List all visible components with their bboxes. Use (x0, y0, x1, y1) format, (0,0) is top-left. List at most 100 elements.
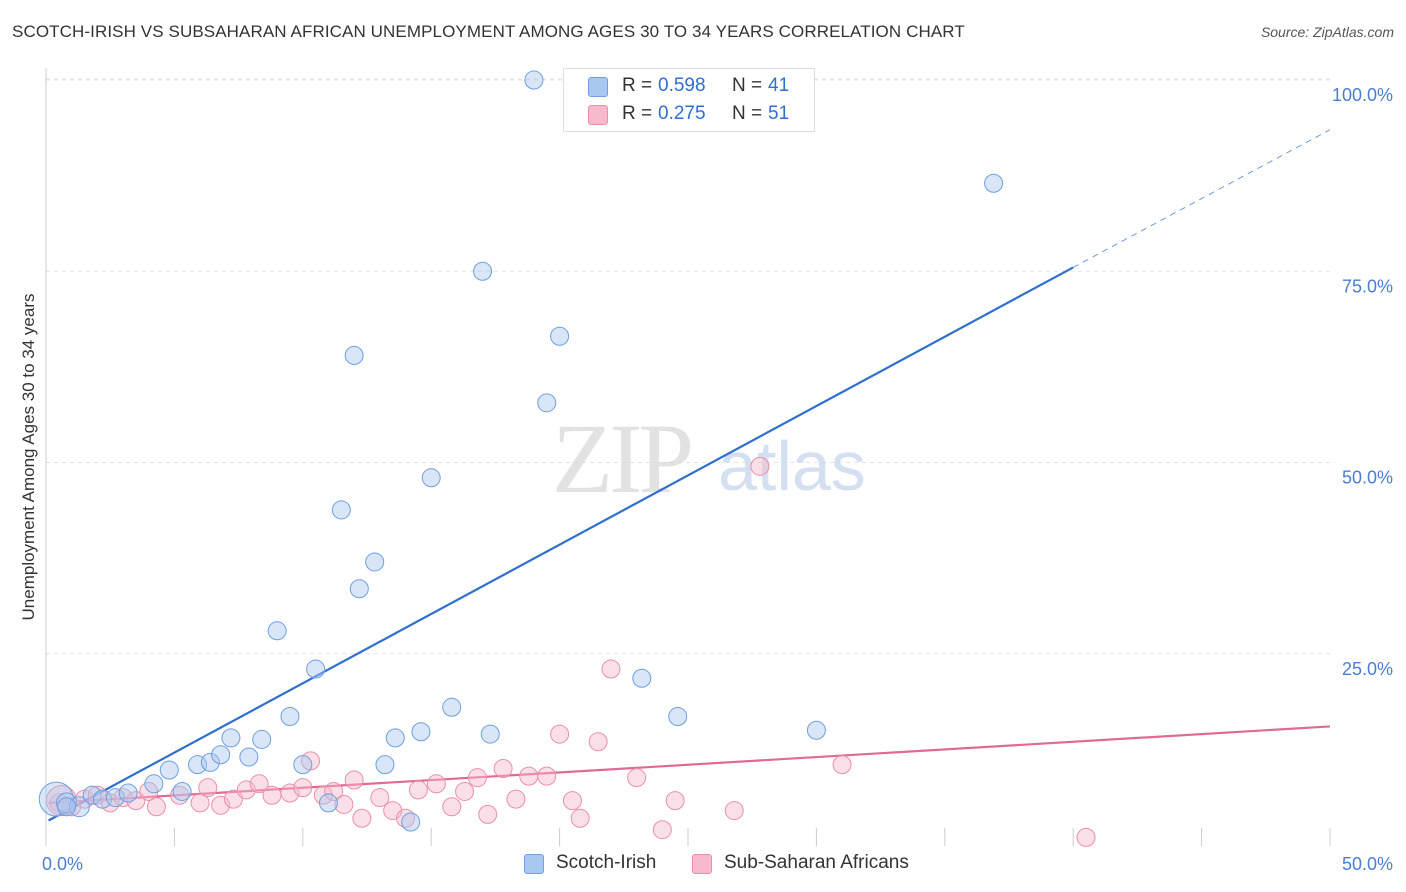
subsaharan-point (455, 781, 475, 801)
scotch-irish-point (239, 747, 259, 767)
subsaharan-point (396, 808, 416, 828)
scotch-irish-point (118, 783, 138, 803)
subsaharan-point (724, 801, 744, 821)
subsaharan-point (506, 789, 526, 809)
subsaharan-point (198, 778, 218, 798)
r-value: 0.275 (658, 103, 706, 124)
scotch-irish-point (293, 755, 313, 775)
n-label: N = (732, 103, 763, 124)
n-label: N = (732, 75, 763, 96)
scotch-irish-point (280, 706, 300, 726)
bottom-legend-swatch (692, 854, 712, 874)
bottom-legend-label: Scotch-Irish (556, 852, 657, 873)
subsaharan-point (223, 789, 243, 809)
tick-labels: 25.0% 50.0% 75.0% 100.0% 0.0% 50.0% (42, 85, 1393, 874)
scotch-irish-point (252, 729, 272, 749)
subsaharan-point (324, 781, 344, 801)
subsaharan-point (493, 759, 513, 778)
correlation-legend: R = 0.598 N = 41 R = 0.275 N = 51 (563, 68, 815, 132)
scotch-irish-point (331, 500, 351, 520)
x-tick-label: 0.0% (42, 854, 83, 874)
subsaharan-point (334, 794, 354, 814)
subsaharan-point (627, 768, 647, 788)
scotch-irish-point (537, 393, 557, 413)
scotch-irish-point (82, 785, 102, 805)
legend-swatch-subsaharan (588, 105, 608, 125)
scotch-irish-point (306, 659, 326, 679)
scotch-irish-point (668, 706, 688, 726)
subsaharan-point (550, 724, 570, 744)
subsaharan-point (280, 783, 300, 803)
scotch-irish-point (349, 579, 369, 599)
watermark: ZIP atlas (552, 403, 866, 514)
scotch-irish-point (144, 774, 164, 794)
subsaharan-point (467, 768, 487, 788)
subsaharan-point (146, 797, 166, 817)
subsaharan-point (519, 766, 539, 786)
y-tick-label: 50.0% (1342, 468, 1393, 488)
subsaharan-point (126, 791, 146, 811)
scotch-irish-trend-line (48, 266, 1074, 822)
y-tick-label: 75.0% (1342, 276, 1393, 296)
scotch-irish-point (57, 797, 77, 817)
x-tick-label: 50.0% (1342, 854, 1393, 874)
subsaharan-point (344, 770, 364, 790)
subsaharan-point (370, 788, 390, 808)
subsaharan-point (1076, 827, 1096, 847)
trend-lines (48, 129, 1331, 822)
scotch-irish-point (172, 781, 192, 801)
y-tick-label: 25.0% (1342, 659, 1393, 679)
watermark-zip: ZIP (552, 403, 690, 514)
subsaharan-point (750, 456, 770, 476)
y-tick-label: 100.0% (1332, 85, 1393, 105)
subsaharan-point (352, 808, 372, 828)
subsaharan-point (570, 808, 590, 828)
subsaharan-point (665, 791, 685, 811)
subsaharan-point (249, 774, 269, 794)
subsaharan-point (562, 791, 582, 811)
subsaharan-point (601, 659, 621, 679)
chart-title: SCOTCH-IRISH VS SUBSAHARAN AFRICAN UNEMP… (12, 22, 965, 41)
scotch-irish-point (375, 755, 395, 775)
scotch-irish-point (159, 760, 179, 780)
subsaharan-point (588, 732, 608, 752)
subsaharan-point (478, 804, 498, 824)
legend-swatch-scotch-irish (588, 77, 608, 97)
subsaharan-point (832, 755, 852, 775)
scotch-irish-point (524, 70, 544, 90)
r-label: R = (622, 75, 653, 96)
scotch-irish-point (442, 697, 462, 717)
subsaharan-point (236, 780, 256, 800)
subsaharan-point (537, 766, 557, 786)
bottom-legend-swatch (524, 854, 544, 874)
scotch-irish-trend-extension (1072, 129, 1331, 268)
scotch-irish-point (365, 552, 385, 572)
scotch-irish-point (632, 668, 652, 688)
subsaharan-point (293, 778, 313, 798)
subsaharan-point (442, 797, 462, 817)
subsaharan-point (190, 793, 210, 813)
data-points (38, 70, 1096, 847)
subsaharan-point (211, 795, 231, 815)
scotch-irish-point (267, 621, 287, 641)
scotch-irish-point (385, 728, 405, 748)
scotch-irish-point (318, 793, 338, 813)
scotch-irish-point (984, 173, 1004, 193)
bottom-legend-label: Sub-Saharan Africans (724, 852, 909, 873)
axes (45, 68, 1331, 846)
subsaharan-point (262, 785, 282, 805)
grid-lines (46, 78, 1330, 655)
n-value: 41 (768, 75, 790, 96)
r-value: 0.598 (658, 75, 706, 96)
scotch-irish-point (421, 468, 441, 488)
subsaharan-trend-line (48, 725, 1331, 805)
subsaharan-point (408, 780, 428, 800)
watermark-atlas: atlas (718, 427, 866, 505)
scotch-irish-point (480, 724, 500, 744)
r-label: R = (622, 103, 653, 124)
subsaharan-point (426, 774, 446, 794)
scotch-irish-point (211, 745, 231, 765)
scotch-irish-point (200, 752, 220, 772)
scotch-irish-point (473, 261, 493, 281)
